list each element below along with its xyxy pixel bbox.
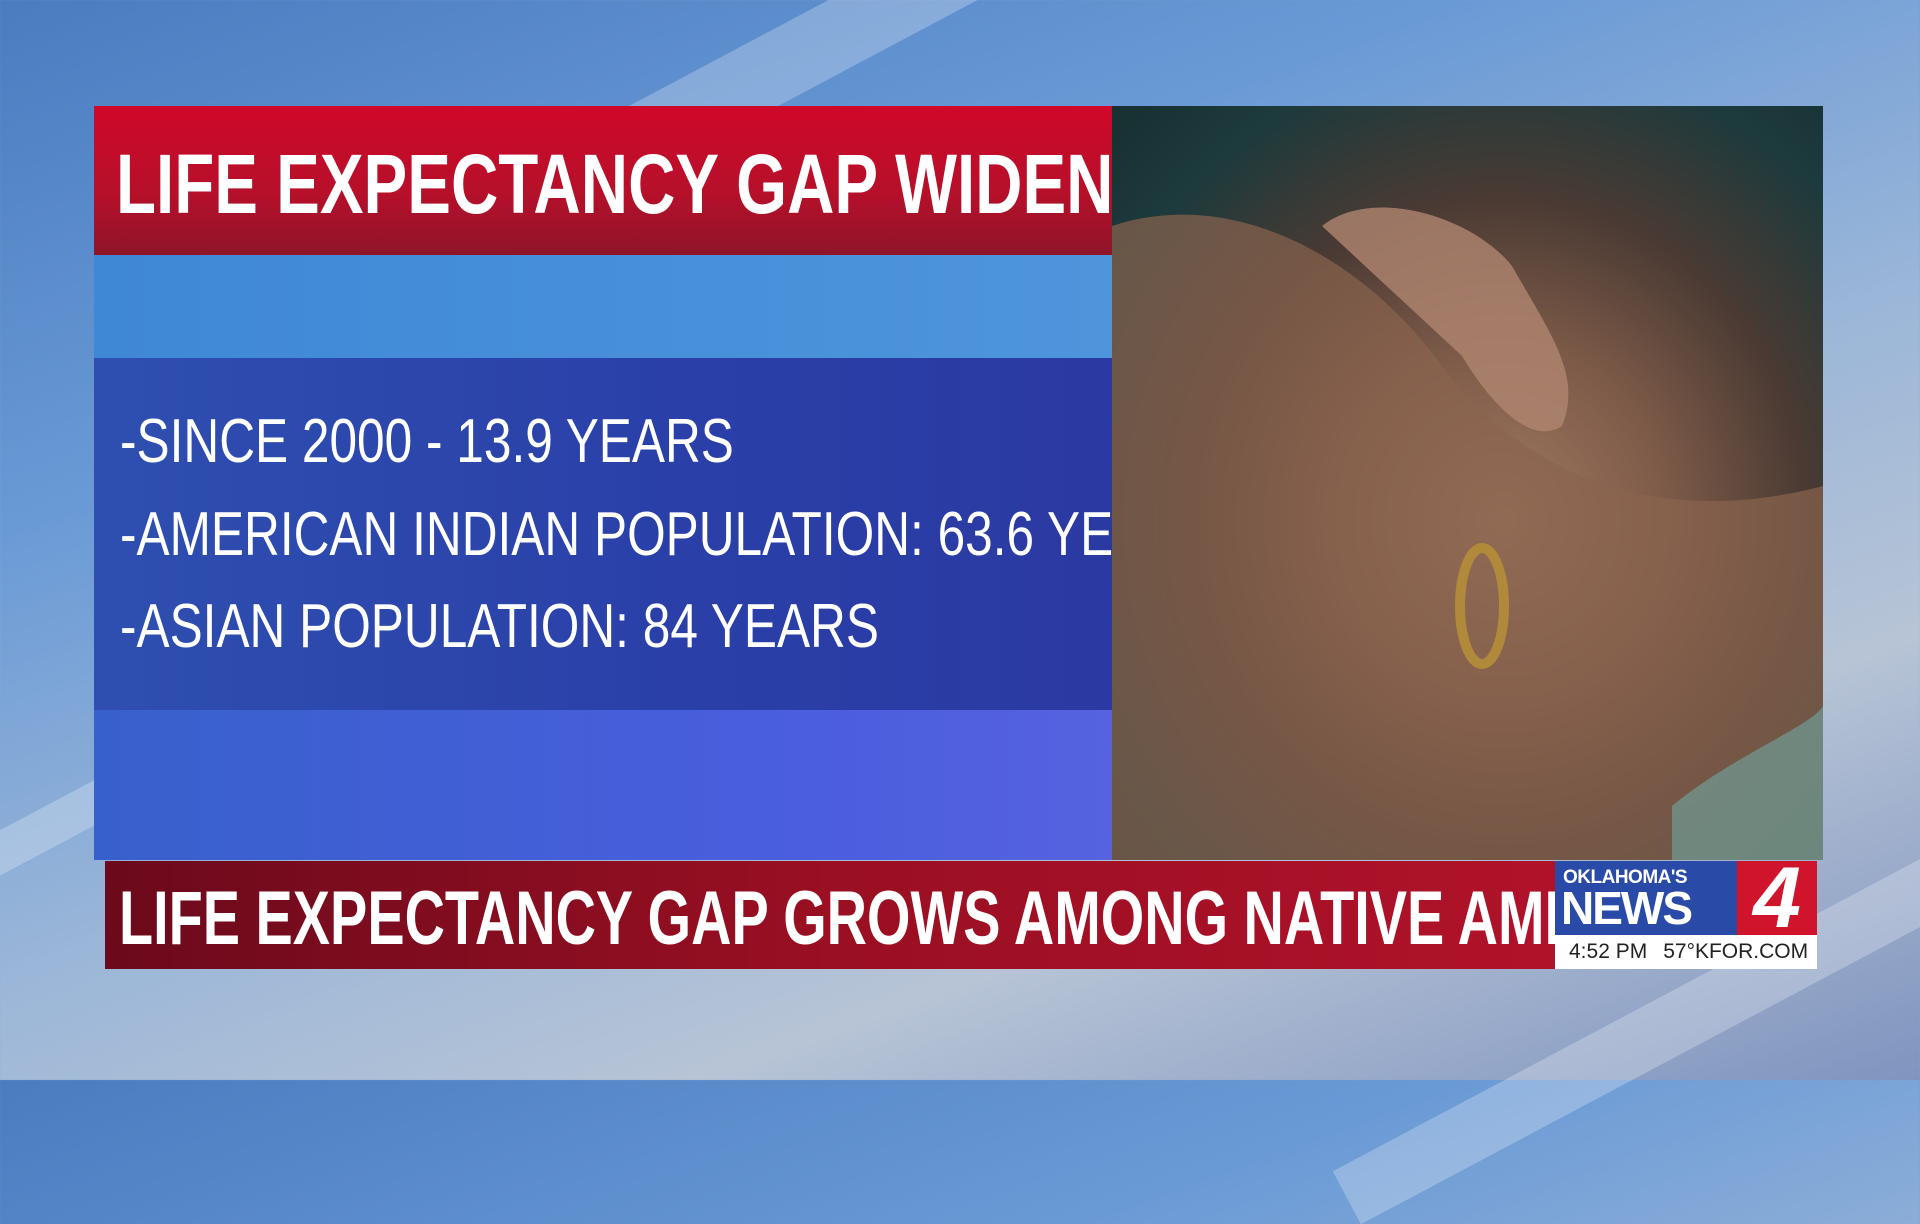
bullet-band: -SINCE 2000 - 13.9 YEARS -AMERICAN INDIA…	[94, 358, 1215, 710]
bullet-item: -AMERICAN INDIAN POPULATION: 63.6 YEARS	[120, 500, 1216, 569]
logo-line2: NEWS	[1561, 882, 1693, 934]
elderly-hands-photo	[1112, 106, 1823, 860]
logo-line1: OKLAHOMA'S	[1563, 867, 1688, 888]
bullet-item: -SINCE 2000 - 13.9 YEARS	[120, 407, 734, 476]
weather-site: 57°KFOR.COM	[1663, 940, 1809, 963]
lower-third-bar: LIFE EXPECTANCY GAP GROWS AMONG NATIVE A…	[105, 861, 1796, 969]
title-bar: LIFE EXPECTANCY GAP WIDENS	[94, 106, 1157, 255]
lower-third-headline: LIFE EXPECTANCY GAP GROWS AMONG NATIVE A…	[119, 876, 1796, 961]
ring	[1455, 543, 1509, 669]
logo-number: 4	[1737, 855, 1817, 941]
blue-strip	[94, 255, 1112, 358]
hands-illustration	[1112, 207, 1823, 860]
info-graphic-panel: LIFE EXPECTANCY GAP WIDENS -SINCE 2000 -…	[94, 106, 1215, 860]
graphic-title: LIFE EXPECTANCY GAP WIDENS	[116, 137, 1158, 231]
blue-strip	[94, 710, 1112, 860]
clock-time: 4:52 PM	[1569, 940, 1648, 963]
bullet-item: -ASIAN POPULATION: 84 YEARS	[120, 592, 879, 661]
station-logo: OKLAHOMA'S NEWS 4 4:52 PM 57°KFOR.COM	[1555, 855, 1817, 969]
